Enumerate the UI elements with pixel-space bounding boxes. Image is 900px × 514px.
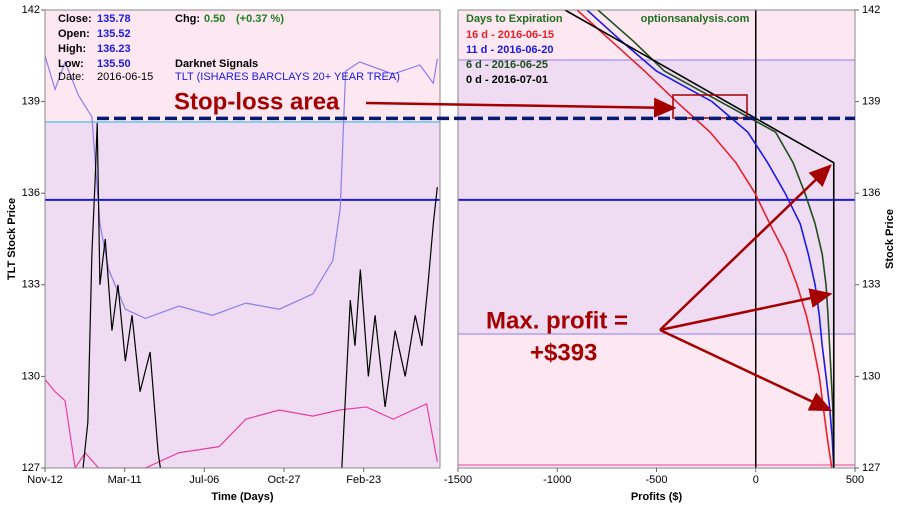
info-value: 135.50 xyxy=(97,58,131,70)
y-axis-title: TLT Stock Price xyxy=(6,198,18,280)
y-tick-label: 127 xyxy=(22,462,40,474)
y-tick-label: 130 xyxy=(862,370,880,382)
y-tick-label: 136 xyxy=(862,187,880,199)
x-tick-label: Jul-06 xyxy=(189,474,219,486)
plot-area xyxy=(45,55,440,468)
info-value: 136.23 xyxy=(97,43,131,55)
x-tick-label: 500 xyxy=(846,474,864,486)
series-line xyxy=(45,55,438,320)
y-tick-label: 142 xyxy=(862,4,880,16)
annotation: +$393 xyxy=(530,339,597,366)
info-label: High: xyxy=(58,43,86,55)
panel-band xyxy=(458,60,855,334)
info-value: (+0.37 %) xyxy=(236,13,284,25)
info-label: Low: xyxy=(58,58,84,70)
x-tick-label: Nov-12 xyxy=(27,474,62,486)
legend-title: Days to Expiration xyxy=(466,13,563,25)
payoff-curve xyxy=(564,10,835,468)
series-line xyxy=(45,379,438,468)
info-value: 2016-06-15 xyxy=(97,71,153,83)
x-tick-label: Oct-27 xyxy=(268,474,301,486)
watermark: optionsanalysis.com xyxy=(641,13,750,25)
y-tick-label: 133 xyxy=(862,279,880,291)
x-tick-label: -500 xyxy=(645,474,667,486)
info-value: 135.78 xyxy=(97,13,131,25)
x-tick-label: Feb-23 xyxy=(346,474,381,486)
payoff-curve xyxy=(576,10,833,468)
legend-entry: 6 d - 2016-06-25 xyxy=(466,59,548,71)
y-tick-label: 139 xyxy=(862,96,880,108)
x-tick-label: -1000 xyxy=(543,474,571,486)
panel-frame xyxy=(44,9,441,469)
info-label: Close: xyxy=(58,13,92,25)
info-label: Date: xyxy=(58,71,84,83)
arrow xyxy=(659,328,833,412)
y-tick-label: 136 xyxy=(22,187,40,199)
plot-area xyxy=(458,10,855,468)
legend-entry: 0 d - 2016-07-01 xyxy=(466,74,548,86)
x-axis-title: Time (Days) xyxy=(211,491,273,503)
annotation: Max. profit = xyxy=(486,307,628,334)
payoff-curve xyxy=(586,10,835,468)
legend-entry: 11 d - 2016-06-20 xyxy=(466,44,553,56)
y-tick-label: 133 xyxy=(22,279,40,291)
arrow xyxy=(365,97,677,118)
annotation: Stop-loss area xyxy=(174,88,340,115)
info-label: Open: xyxy=(58,28,90,40)
info-symbol: TLT (ISHARES BARCLAYS 20+ YEAR TREA) xyxy=(175,71,400,83)
y-tick-label: 139 xyxy=(22,96,40,108)
y-tick-label: 127 xyxy=(862,462,880,474)
series-line xyxy=(82,122,438,468)
arrow xyxy=(659,288,833,332)
y-tick-label: 130 xyxy=(22,370,40,382)
x-axis-title: Profits ($) xyxy=(631,491,683,503)
x-tick-label: 0 xyxy=(753,474,759,486)
panel-band xyxy=(45,122,440,468)
x-tick-label: -1500 xyxy=(444,474,472,486)
x-tick-label: Mar-11 xyxy=(108,474,142,486)
info-signal: Darknet Signals xyxy=(175,58,258,70)
y-tick-label: 142 xyxy=(22,4,40,16)
arrow xyxy=(659,164,832,331)
info-value: 135.52 xyxy=(97,28,131,40)
info-value: 0.50 xyxy=(204,13,225,25)
info-label: Chg: xyxy=(175,13,200,25)
legend-entry: 16 d - 2016-06-15 xyxy=(466,29,554,41)
payoff-curve xyxy=(597,10,835,468)
y-axis-title: Stock Price xyxy=(884,209,896,269)
